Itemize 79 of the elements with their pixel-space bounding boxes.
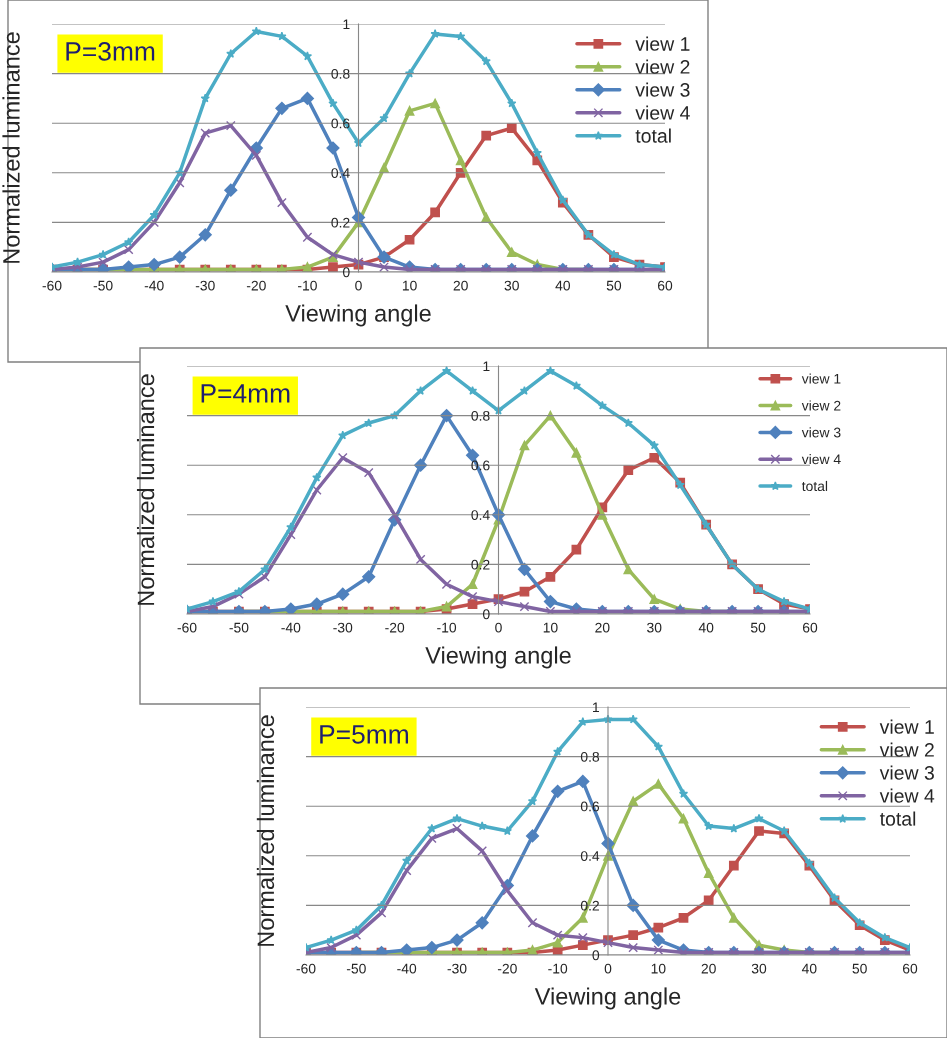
x-tick-label: 20 <box>701 963 716 974</box>
legend-label: view 2 <box>801 400 841 411</box>
x-tick-label: -30 <box>195 280 215 291</box>
x-tick-label: 30 <box>504 280 519 291</box>
y-tick-label: 0.2 <box>580 900 599 911</box>
x-tick-label: -10 <box>298 280 317 291</box>
x-axis-title: Viewing angle <box>425 646 571 669</box>
x-tick-label: -10 <box>548 963 568 974</box>
x-tick-label: 40 <box>555 280 571 291</box>
x-tick-label: 60 <box>902 963 918 974</box>
x-tick-label: -20 <box>246 280 266 291</box>
legend-label: total <box>879 811 916 826</box>
x-tick-label: 10 <box>651 963 666 974</box>
x-axis-title: Viewing angle <box>534 987 681 1010</box>
x-tick-label: 60 <box>802 622 818 633</box>
x-tick-label: 0 <box>495 622 502 633</box>
x-tick-label: -50 <box>93 280 113 291</box>
legend-label: view 1 <box>879 719 934 734</box>
x-tick-label: 30 <box>751 963 767 974</box>
y-tick-label: 0.4 <box>331 168 350 178</box>
x-tick-label: 10 <box>543 622 558 633</box>
y-tick-label: 0.8 <box>331 68 350 79</box>
legend-label: view 4 <box>879 788 935 803</box>
x-tick-label: -20 <box>497 963 517 974</box>
y-tick-label: 0 <box>482 609 490 620</box>
legend-label: view 3 <box>635 82 690 97</box>
x-tick-label: 50 <box>750 622 766 633</box>
x-tick-label: -50 <box>346 963 366 974</box>
legend-label: total <box>635 128 671 143</box>
x-tick-label: -60 <box>296 963 316 974</box>
x-tick-label: -60 <box>177 622 197 633</box>
y-tick-label: 0 <box>592 950 600 961</box>
legend-label: view 1 <box>635 36 690 51</box>
legend-label: view 4 <box>635 105 690 120</box>
y-tick-label: 0.2 <box>471 559 490 570</box>
legend-label: view 4 <box>801 454 841 465</box>
x-tick-label: 50 <box>606 280 622 291</box>
y-tick-label: 0.2 <box>331 217 350 228</box>
x-tick-label: 0 <box>355 280 362 291</box>
x-tick-label: -10 <box>437 622 457 633</box>
x-tick-label: -40 <box>281 622 301 633</box>
x-tick-label: 10 <box>402 280 417 291</box>
x-tick-label: 20 <box>595 622 610 633</box>
y-tick-label: 1 <box>593 702 599 713</box>
x-axis-title: Viewing angle <box>285 304 431 327</box>
y-tick-label: 1 <box>343 19 350 30</box>
legend-label: view 2 <box>879 742 934 757</box>
x-tick-label: 50 <box>852 963 867 974</box>
y-axis-title: Normalized luminance <box>2 32 20 263</box>
y-tick-label: 0.8 <box>471 410 490 421</box>
y-tick-label: 0.6 <box>331 118 350 129</box>
legend-label: view 3 <box>879 765 934 780</box>
x-tick-label: -30 <box>333 622 353 633</box>
y-tick-label: 0.4 <box>471 510 490 520</box>
x-tick-label: 0 <box>604 963 612 974</box>
y-tick-label: 1 <box>483 361 490 372</box>
text: P=3mm <box>66 42 155 61</box>
legend-label: view 1 <box>801 373 841 384</box>
x-tick-label: -40 <box>397 963 417 974</box>
x-tick-label: 60 <box>657 280 673 291</box>
y-axis-title: Normalized luminance <box>256 715 275 946</box>
y-axis-title: Normalized luminance <box>136 374 155 605</box>
x-tick-label: 40 <box>801 963 817 974</box>
x-tick-label: -30 <box>447 963 467 974</box>
x-tick-label: -20 <box>385 622 405 633</box>
text: P=4mm <box>201 384 290 403</box>
x-tick-label: 40 <box>698 622 714 633</box>
legend-label: view 2 <box>635 59 690 74</box>
y-tick-label: 0.8 <box>580 751 600 762</box>
x-tick-label: 30 <box>647 622 662 633</box>
x-tick-label: -40 <box>144 280 164 291</box>
x-tick-label: 20 <box>453 280 468 291</box>
text: P=5mm <box>320 725 408 744</box>
x-tick-label: -60 <box>42 280 62 291</box>
legend-label: view 3 <box>801 427 841 438</box>
y-tick-label: 0.4 <box>580 851 600 861</box>
y-tick-label: 0 <box>342 267 350 278</box>
legend-label: total <box>801 480 828 492</box>
x-tick-label: -50 <box>229 622 249 633</box>
